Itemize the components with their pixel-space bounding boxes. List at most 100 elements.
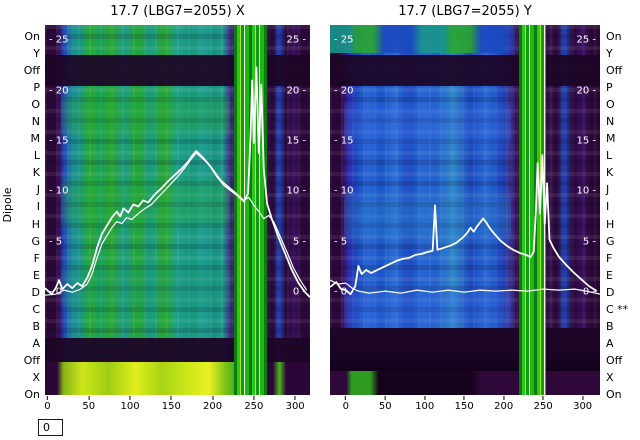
row-label: A <box>32 336 40 350</box>
row-label: O <box>606 98 615 112</box>
x-tick-mark <box>463 396 465 400</box>
row-label: On <box>24 387 40 401</box>
x-trace-main <box>45 67 310 297</box>
value-tick-label: 15 - <box>576 135 596 147</box>
x-tick: 0 <box>44 396 51 412</box>
heatmap-bottom-dark-band <box>330 328 600 371</box>
value-tick-label: 20 - <box>286 85 306 97</box>
heatmap-x: - 25 25 - - 20 20 - - 15 15 - - 10 10 - - 5 5 - - … <box>45 25 310 395</box>
row-label: P <box>606 81 613 95</box>
value-tick-label: - 5 <box>49 236 63 248</box>
x-tick: 200 <box>203 396 222 412</box>
row-label: Y <box>33 47 40 61</box>
row-label: O <box>31 98 40 112</box>
row-label: Off <box>606 353 623 367</box>
x-tick: 300 <box>286 396 305 412</box>
row-label: I <box>36 200 40 214</box>
y-trace-main <box>330 155 597 294</box>
row-label: N <box>31 115 40 129</box>
heatmap-top-mix-band <box>330 25 600 53</box>
value-tick-label: 15 - <box>286 135 306 147</box>
x-tick: 50 <box>82 396 95 412</box>
row-label: C <box>32 302 40 316</box>
row-label: E <box>33 268 40 282</box>
row-label: Off <box>23 353 40 367</box>
value-tick-label: - 10 <box>49 185 69 197</box>
value-tick-label: 20 - <box>576 85 596 97</box>
row-label: I <box>606 200 610 214</box>
x-tick-label: 200 <box>203 401 223 412</box>
value-tick-label: 5 - <box>582 236 596 248</box>
value-tick-label: - 0 <box>334 286 348 298</box>
x-axis-ticks-y: 0 50 100 150 200 250 300 <box>330 396 600 414</box>
row-label: A <box>606 336 614 350</box>
x-tick-label: 100 <box>415 401 435 412</box>
value-tick-label: - 15 <box>49 135 69 147</box>
value-tick-label: - 10 <box>334 185 354 197</box>
value-tick-label: - 15 <box>334 135 354 147</box>
row-label: On <box>606 387 622 401</box>
row-label: J <box>606 183 610 197</box>
panel-title-x: 17.7 (LBG7=2055) X <box>110 4 245 19</box>
value-box[interactable]: 0 <box>38 419 63 436</box>
value-tick-label: 0 - <box>292 286 306 298</box>
trace-overlay-x <box>45 25 310 395</box>
row-label: M <box>606 132 616 146</box>
x-tick-label: 150 <box>161 401 181 412</box>
row-label: F <box>606 251 613 265</box>
row-label: X <box>32 370 40 384</box>
row-label: H <box>31 217 40 231</box>
x-tick: 50 <box>379 396 392 412</box>
row-label: B <box>606 319 614 333</box>
row-label: K <box>32 166 40 180</box>
x-tick-mark <box>582 396 584 400</box>
row-label: L <box>33 149 40 163</box>
value-tick-label: - 20 <box>49 85 69 97</box>
x-tick-mark <box>212 396 214 400</box>
value-tick-label: 0 - <box>582 286 596 298</box>
value-tick-label: 10 - <box>286 185 306 197</box>
row-label: X <box>606 370 614 384</box>
row-label: M <box>30 132 41 146</box>
row-label: C ** <box>606 302 629 316</box>
row-label: On <box>24 30 40 43</box>
row-label: D <box>31 285 40 299</box>
row-label: Off <box>23 64 40 78</box>
x-tick-label: 50 <box>82 401 96 412</box>
x-tick-label: 0 <box>44 401 51 412</box>
x-tick: 150 <box>455 396 474 412</box>
value-tick-label: - 25 <box>49 34 69 46</box>
x-tick-label: 200 <box>494 401 514 412</box>
x-tick-mark <box>294 396 296 400</box>
x-tick-mark <box>542 396 544 400</box>
row-label: K <box>606 166 614 180</box>
row-label: G <box>606 234 615 248</box>
row-label: F <box>33 251 40 265</box>
value-tick-label: 25 - <box>576 34 596 46</box>
value-tick-label: 25 - <box>286 34 306 46</box>
y-trace-flat <box>330 280 600 294</box>
row-label: P <box>33 81 40 95</box>
x-tick-mark <box>88 396 90 400</box>
x-tick-label: 150 <box>454 401 474 412</box>
x-tick: 300 <box>573 396 592 412</box>
row-label: B <box>32 319 40 333</box>
x-tick-label: 300 <box>285 401 305 412</box>
heatmap-green-rows <box>60 25 231 395</box>
x-tick-label: 250 <box>533 401 553 412</box>
x-trace-secondary <box>45 153 307 295</box>
x-tick-mark <box>253 396 255 400</box>
x-tick-mark <box>170 396 172 400</box>
row-label: N <box>606 115 615 129</box>
value-tick-label: - 0 <box>49 286 63 298</box>
row-label: H <box>606 217 615 231</box>
value-tick-label: - 5 <box>334 236 348 248</box>
x-tick: 250 <box>534 396 553 412</box>
x-tick-label: 250 <box>244 401 264 412</box>
heatmap-bottom-bright-band <box>330 370 600 395</box>
x-tick: 200 <box>494 396 513 412</box>
row-label: Off <box>606 64 623 78</box>
value-tick-label: 10 - <box>576 185 596 197</box>
x-tick-label: 100 <box>120 401 140 412</box>
x-tick-label: 300 <box>573 401 593 412</box>
